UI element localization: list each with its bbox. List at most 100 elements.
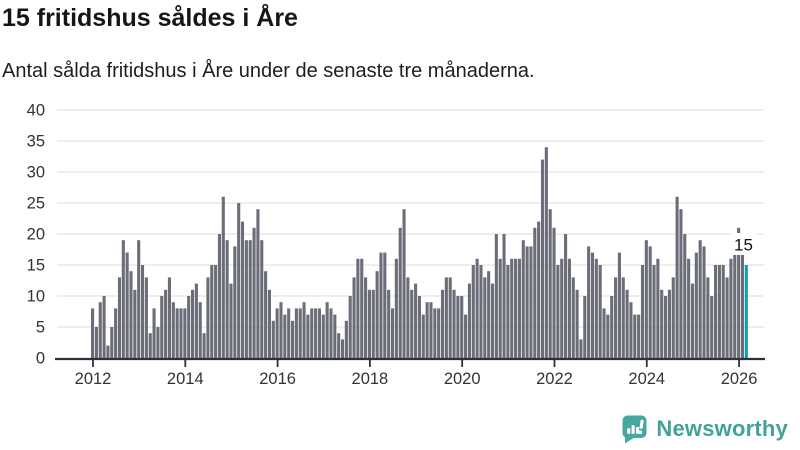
bar <box>106 345 110 358</box>
bar <box>256 209 260 358</box>
bar <box>140 265 145 358</box>
bar <box>675 196 679 358</box>
bar <box>217 234 222 358</box>
bar <box>540 159 545 358</box>
bar <box>621 277 625 358</box>
bar <box>302 302 306 358</box>
bar <box>402 209 406 358</box>
bar <box>317 308 321 358</box>
bar <box>337 333 341 358</box>
bar <box>383 252 387 358</box>
bar <box>656 258 660 358</box>
bar <box>567 258 571 358</box>
bar <box>398 227 402 358</box>
bar <box>187 296 191 358</box>
brand-footer: Newsworthy <box>621 413 788 445</box>
bar <box>310 308 314 358</box>
bar <box>410 289 414 358</box>
bar <box>264 271 268 358</box>
bar <box>548 209 552 358</box>
bar <box>690 283 695 358</box>
bar <box>464 314 468 358</box>
x-axis-tick-label: 2026 <box>721 370 758 388</box>
bar <box>133 289 137 358</box>
bar <box>314 308 318 358</box>
x-axis-tick-label: 2014 <box>167 370 204 388</box>
bar <box>606 314 610 358</box>
bar <box>660 289 664 358</box>
highlighted-bar <box>744 265 748 358</box>
bar <box>240 221 245 358</box>
bar <box>352 277 356 358</box>
bar <box>471 265 475 358</box>
bar <box>587 246 591 358</box>
bar <box>448 277 452 358</box>
bar <box>664 296 668 358</box>
bar <box>171 302 175 358</box>
bar <box>360 258 364 358</box>
bar <box>737 227 741 358</box>
bar <box>510 258 514 358</box>
bar <box>294 308 298 358</box>
bar <box>160 296 164 358</box>
bar <box>125 252 129 358</box>
bar <box>367 289 371 358</box>
bar <box>117 277 122 358</box>
bar <box>617 252 621 358</box>
bar <box>214 265 218 358</box>
bar <box>183 308 187 358</box>
bar <box>460 296 464 358</box>
bar <box>440 289 445 358</box>
bar <box>721 265 725 358</box>
bar <box>633 314 637 358</box>
bar <box>714 265 718 358</box>
chart-subtitle: Antal sålda fritidshus i Åre under de se… <box>2 60 535 82</box>
bar <box>414 283 418 358</box>
brand-name: Newsworthy <box>656 416 788 441</box>
bar <box>225 240 229 358</box>
bar <box>652 265 656 358</box>
bar <box>598 265 602 358</box>
y-axis-tick-label: 35 <box>27 133 45 151</box>
bar <box>483 277 487 358</box>
bar <box>344 320 348 358</box>
bar <box>321 314 325 358</box>
bar <box>644 240 648 358</box>
y-axis-tick-label: 0 <box>36 350 45 368</box>
page-title: 15 fritidshus såldes i Åre <box>2 4 298 32</box>
bar <box>683 234 687 358</box>
y-axis-tick-label: 20 <box>27 226 45 244</box>
bar <box>175 308 179 358</box>
bar <box>679 209 683 358</box>
bar <box>325 302 329 358</box>
bar <box>202 333 206 358</box>
bar <box>667 289 671 358</box>
bar <box>648 246 652 358</box>
bar <box>152 308 156 358</box>
bar <box>164 289 168 358</box>
bar <box>429 302 433 358</box>
y-axis-tick-label: 5 <box>36 319 45 337</box>
bar <box>537 221 541 358</box>
bar <box>275 308 279 358</box>
bar <box>417 296 421 358</box>
x-axis-tick-label: 2016 <box>259 370 296 388</box>
bar <box>333 314 337 358</box>
bar <box>121 240 125 358</box>
bar <box>267 289 271 358</box>
bar <box>725 277 729 358</box>
bar <box>283 314 287 358</box>
bar <box>571 277 575 358</box>
bar <box>494 234 498 358</box>
bar <box>437 308 441 358</box>
value-callout-label: 15 <box>734 236 753 255</box>
bar <box>390 308 395 358</box>
bar <box>517 258 521 358</box>
bar <box>514 258 518 358</box>
newsworthy-logo-icon <box>622 415 647 444</box>
bar <box>221 196 225 358</box>
x-axis-tick-label: 2018 <box>352 370 389 388</box>
bar <box>371 289 375 358</box>
value-callout <box>729 233 758 255</box>
bar <box>190 289 195 358</box>
